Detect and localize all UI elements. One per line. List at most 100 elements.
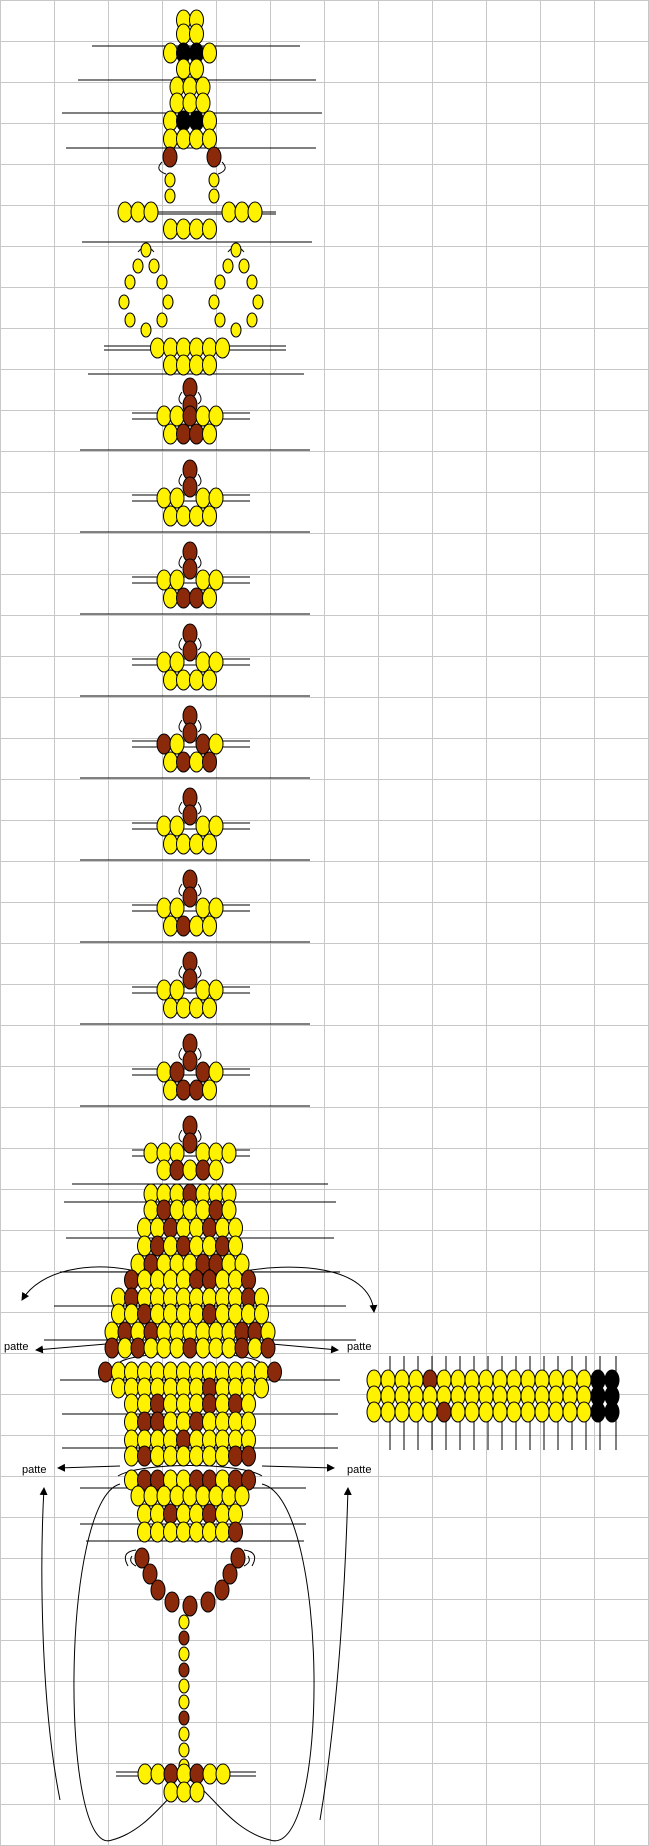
bead (492, 1401, 508, 1423)
bead (189, 997, 204, 1019)
bead (169, 1485, 185, 1507)
bead (241, 1469, 256, 1491)
bead (215, 1393, 230, 1415)
bead (150, 337, 165, 359)
bead (169, 979, 185, 1001)
bead (189, 1503, 204, 1525)
bead (246, 312, 258, 328)
thread-path (197, 473, 202, 487)
bead (202, 587, 217, 609)
bead (124, 1269, 139, 1291)
bead (164, 1591, 180, 1613)
bead (156, 1159, 172, 1181)
bead (234, 1253, 250, 1275)
bead (189, 505, 204, 527)
bead (189, 128, 204, 150)
thread-path (197, 1129, 202, 1143)
bead (163, 587, 178, 609)
bead (176, 218, 191, 240)
bead (162, 294, 174, 310)
bead (176, 1521, 191, 1543)
bead (234, 1485, 250, 1507)
bead (163, 218, 178, 240)
bead (202, 833, 217, 855)
bead-layer (98, 9, 620, 1803)
bead (189, 218, 204, 240)
bead (163, 128, 178, 150)
bead (176, 833, 191, 855)
bead (195, 815, 211, 837)
bead (195, 1159, 211, 1181)
bead (202, 354, 217, 376)
bead (247, 201, 263, 223)
bead (137, 1269, 152, 1291)
bead (156, 569, 172, 591)
bead (163, 1303, 178, 1325)
bead (137, 1303, 152, 1325)
bead (394, 1401, 410, 1423)
bead (176, 1763, 192, 1785)
thread-path (124, 1549, 137, 1567)
bead (267, 1361, 282, 1383)
bead (163, 42, 178, 64)
bead (163, 110, 178, 132)
bead (111, 1377, 126, 1399)
bead (222, 258, 234, 274)
bead (176, 505, 191, 527)
bead (189, 1079, 204, 1101)
bead (215, 1445, 230, 1467)
bead (208, 815, 224, 837)
bead (176, 587, 191, 609)
bead (202, 110, 217, 132)
bead (195, 897, 211, 919)
bead (189, 1781, 205, 1803)
bead (182, 476, 198, 498)
bead (156, 487, 172, 509)
bead (104, 1337, 120, 1359)
thread-path (57, 1463, 121, 1472)
bead (124, 274, 136, 290)
bead (182, 1199, 198, 1221)
bead (215, 1411, 230, 1433)
bead (215, 1521, 230, 1543)
bead (163, 354, 178, 376)
bead (228, 1235, 243, 1257)
thread-path (239, 1266, 378, 1313)
bead (604, 1401, 620, 1423)
bead (234, 1337, 250, 1359)
bead (189, 1303, 204, 1325)
bead (241, 1269, 256, 1291)
bead (252, 294, 264, 310)
bead (202, 1303, 217, 1325)
bead (130, 201, 146, 223)
bead (202, 1411, 217, 1433)
bead (176, 997, 191, 1019)
thread-path (197, 883, 202, 897)
thread-path (197, 1047, 202, 1061)
bead (214, 274, 226, 290)
bead (98, 1361, 113, 1383)
bead (228, 1445, 243, 1467)
bead (130, 1485, 146, 1507)
bead (195, 1337, 211, 1359)
bead (156, 733, 172, 755)
bead (195, 651, 211, 673)
bead (241, 1411, 256, 1433)
bead (137, 1445, 152, 1467)
bead (214, 312, 226, 328)
bead (176, 23, 191, 45)
bead (366, 1401, 382, 1423)
bead (182, 968, 198, 990)
bead (520, 1401, 536, 1423)
bead (208, 1061, 224, 1083)
bead (176, 1393, 191, 1415)
bead (189, 423, 204, 445)
bead (178, 1726, 190, 1742)
bead (189, 1763, 205, 1785)
thread-path (197, 801, 202, 815)
bead (221, 201, 237, 223)
bead (182, 1050, 198, 1072)
bead (156, 815, 172, 837)
bead (182, 558, 198, 580)
